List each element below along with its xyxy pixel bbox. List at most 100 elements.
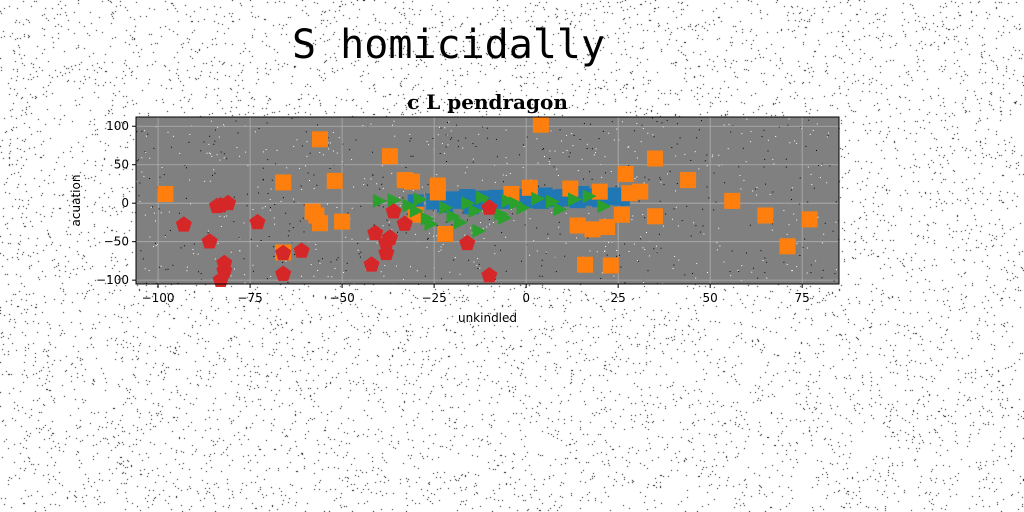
plot-noise-dot xyxy=(178,212,180,214)
plot-noise-dot xyxy=(230,275,232,277)
plot-noise-dot xyxy=(676,143,678,145)
plot-noise-dot xyxy=(827,135,829,137)
plot-noise-dot xyxy=(446,161,447,162)
plot-noise-dot xyxy=(190,203,192,205)
axis-ticks: −100 −75 −50 −25 0 25 50 75 −100 −50 0 50 100 xyxy=(96,119,810,305)
plot-noise-dot xyxy=(213,169,215,171)
plot-noise-dot xyxy=(271,179,273,181)
plot-noise-dot xyxy=(669,170,671,172)
plot-noise-dot xyxy=(673,208,675,210)
plot-noise-dot xyxy=(812,130,814,131)
plot-noise-dot xyxy=(740,188,742,190)
plot-noise-dot xyxy=(273,246,275,248)
plot-noise-dot xyxy=(345,270,347,272)
plot-noise-dot xyxy=(579,139,581,140)
plot-noise-dot xyxy=(292,198,294,200)
plot-noise-dot xyxy=(351,238,353,240)
plot-noise-dot xyxy=(282,261,284,263)
plot-noise-dot xyxy=(395,265,397,267)
plot-noise-dot xyxy=(636,176,638,178)
plot-noise-dot xyxy=(426,246,428,248)
plot-noise-dot xyxy=(586,143,588,145)
data-point-square xyxy=(437,225,454,242)
plot-noise-dot xyxy=(450,130,452,132)
plot-noise-dot xyxy=(486,226,488,228)
plot-noise-dot xyxy=(405,167,407,168)
plot-noise-dot xyxy=(136,131,138,133)
plot-noise-dot xyxy=(234,268,235,270)
plot-noise-dot xyxy=(708,197,710,199)
plot-noise-dot xyxy=(397,231,398,233)
plot-noise-dot xyxy=(470,227,471,229)
plot-noise-dot xyxy=(216,154,218,156)
plot-noise-dot xyxy=(363,184,365,186)
plot-noise-dot xyxy=(440,249,442,251)
plot-noise-dot xyxy=(246,193,248,195)
plot-noise-dot xyxy=(821,163,823,165)
plot-noise-dot xyxy=(566,134,567,136)
plot-noise-dot xyxy=(391,229,393,231)
plot-noise-dot xyxy=(153,212,155,214)
plot-noise-dot xyxy=(301,189,303,190)
plot-noise-dot xyxy=(822,269,824,271)
plot-noise-dot xyxy=(703,233,705,235)
plot-noise-dot xyxy=(526,136,528,138)
plot-noise-dot xyxy=(589,250,591,252)
plot-noise-dot xyxy=(628,146,630,148)
plot-noise-dot xyxy=(441,278,442,280)
data-point-triangle xyxy=(402,198,417,213)
data-point-triangle xyxy=(553,202,568,217)
plot-noise-dot xyxy=(217,126,219,128)
y-tick-label: 100 xyxy=(106,119,129,133)
plot-noise-dot xyxy=(692,273,694,274)
data-point-square xyxy=(680,172,697,189)
plot-noise-dot xyxy=(138,195,140,197)
plot-noise-dot xyxy=(569,152,571,154)
data-point-square xyxy=(396,172,413,189)
data-point-triangle xyxy=(498,210,513,225)
plot-noise-dot xyxy=(741,133,743,135)
data-point-triangle xyxy=(567,192,582,207)
plot-noise-dot xyxy=(790,189,792,191)
plot-noise-dot xyxy=(197,253,199,255)
plot-noise-dot xyxy=(704,160,706,162)
plot-noise-dot xyxy=(565,242,567,244)
plot-noise-dot xyxy=(624,243,626,245)
plot-noise-dot xyxy=(273,255,275,257)
plot-noise-dot xyxy=(544,156,545,157)
plot-noise-dot xyxy=(144,130,146,132)
plot-noise-dot xyxy=(192,249,194,250)
plot-noise-dot xyxy=(402,197,404,199)
plot-noise-dot xyxy=(642,128,644,129)
plot-noise-dot xyxy=(713,209,715,211)
plot-noise-dot xyxy=(204,180,206,182)
plot-noise-dot xyxy=(513,220,515,222)
plot-noise-dot xyxy=(168,211,170,213)
plot-noise-dot xyxy=(541,259,543,261)
plot-noise-dot xyxy=(807,166,809,168)
plot-noise-dot xyxy=(542,149,544,151)
data-point-triangle xyxy=(545,194,560,209)
plot-noise-dot xyxy=(447,122,448,123)
plot-noise-dot xyxy=(145,151,147,153)
plot-noise-dot xyxy=(529,254,531,256)
plot-noise-dot xyxy=(416,270,418,272)
plot-noise-dot xyxy=(549,158,551,159)
plot-noise-dot xyxy=(749,224,751,226)
plot-noise-dot xyxy=(577,170,579,172)
plot-noise-dot xyxy=(373,224,375,226)
plot-noise-dot xyxy=(477,268,479,269)
plot-noise-dot xyxy=(477,258,479,259)
plot-noise-dot xyxy=(661,122,663,124)
plot-noise-dot xyxy=(428,232,430,234)
data-point-triangle xyxy=(461,196,476,211)
plot-noise-dot xyxy=(479,267,481,269)
plot-noise-dot xyxy=(436,174,438,176)
plot-noise-dot xyxy=(707,272,708,273)
data-point-triangle xyxy=(531,191,546,206)
plot-noise-dot xyxy=(482,126,484,128)
plot-noise-dot xyxy=(608,242,609,244)
y-tick-label: 50 xyxy=(114,158,129,172)
plot-noise-dot xyxy=(778,126,780,128)
data-point-pentagon xyxy=(481,199,498,215)
